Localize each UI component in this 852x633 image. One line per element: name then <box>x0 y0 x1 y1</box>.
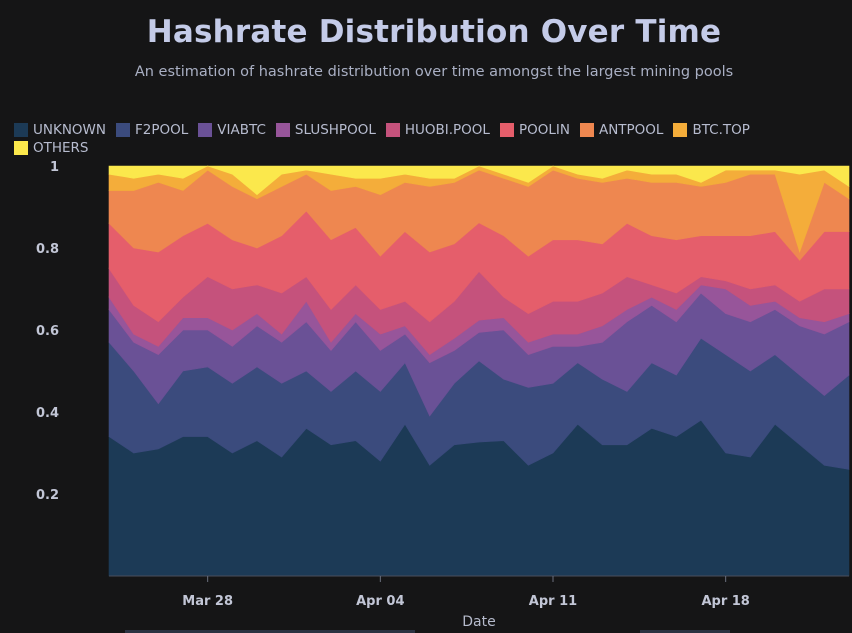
legend-item-btc-top[interactable]: BTC.TOP <box>673 121 750 138</box>
legend-label: ANTPOOL <box>598 121 664 138</box>
legend-swatch <box>579 122 594 137</box>
legend-swatch <box>116 122 131 137</box>
area-others[interactable] <box>108 165 850 196</box>
legend-label: BTC.TOP <box>692 121 750 138</box>
y-tick-label: 0.2 <box>36 488 59 503</box>
chart-subtitle: An estimation of hashrate distribution o… <box>134 64 734 80</box>
legend-item-unknown[interactable]: UNKNOWN <box>14 121 106 138</box>
legend-item-viabtc[interactable]: VIABTC <box>198 121 266 138</box>
legend-label: VIABTC <box>217 121 266 138</box>
legend-label: SLUSHPOOL <box>294 121 376 138</box>
y-tick-label: 0.8 <box>36 242 59 257</box>
legend-swatch <box>198 122 213 137</box>
legend-swatch <box>385 122 400 137</box>
y-tick-labels: 0.2 0.4 0.6 0.8 1 <box>36 160 59 503</box>
legend-label: POOLIN <box>518 121 570 138</box>
y-tick-label: 0.4 <box>36 406 59 421</box>
legend-swatch <box>275 122 290 137</box>
legend-swatch <box>14 122 28 137</box>
x-tick-label: Mar 28 <box>182 594 233 609</box>
legend-swatch <box>14 140 28 155</box>
legend-item-slushpool[interactable]: SLUSHPOOL <box>275 121 376 138</box>
legend-item-antpool[interactable]: ANTPOOL <box>579 121 664 138</box>
legend-item-others[interactable]: OTHERS <box>14 139 89 156</box>
x-tick-label: Apr 04 <box>356 594 404 609</box>
legend-label: HUOBI.POOL <box>404 121 490 138</box>
scrollbar-track-right[interactable] <box>640 630 730 633</box>
y-tick-label: 0.6 <box>36 324 59 339</box>
area-series-group <box>108 165 850 577</box>
legend-label: F2POOL <box>135 121 189 138</box>
legend-item-f2pool[interactable]: F2POOL <box>116 121 188 138</box>
legend-item-poolin[interactable]: POOLIN <box>499 121 570 138</box>
legend-item-huobi-pool[interactable]: HUOBI.POOL <box>385 121 490 138</box>
y-tick-label: 1 <box>50 160 59 175</box>
x-tick-labels: Mar 28 Apr 04 Apr 11 Apr 18 <box>182 576 750 609</box>
x-tick-label: Apr 11 <box>529 594 577 609</box>
legend-swatch <box>499 122 514 137</box>
legend-label: OTHERS <box>33 139 89 156</box>
scrollbar-track-left[interactable] <box>125 630 415 633</box>
x-tick-label: Apr 18 <box>701 594 749 609</box>
x-axis-label: Date <box>462 614 495 630</box>
chart-title: Hashrate Distribution Over Time <box>146 14 722 50</box>
legend-label: UNKNOWN <box>33 121 107 138</box>
chart-range-scrollbar[interactable] <box>125 630 730 633</box>
chart-legend: UNKNOWN F2POOL VIABTC SLUSHPOOL HUOBI.POOL PO… <box>14 121 804 156</box>
legend-swatch <box>673 122 688 137</box>
